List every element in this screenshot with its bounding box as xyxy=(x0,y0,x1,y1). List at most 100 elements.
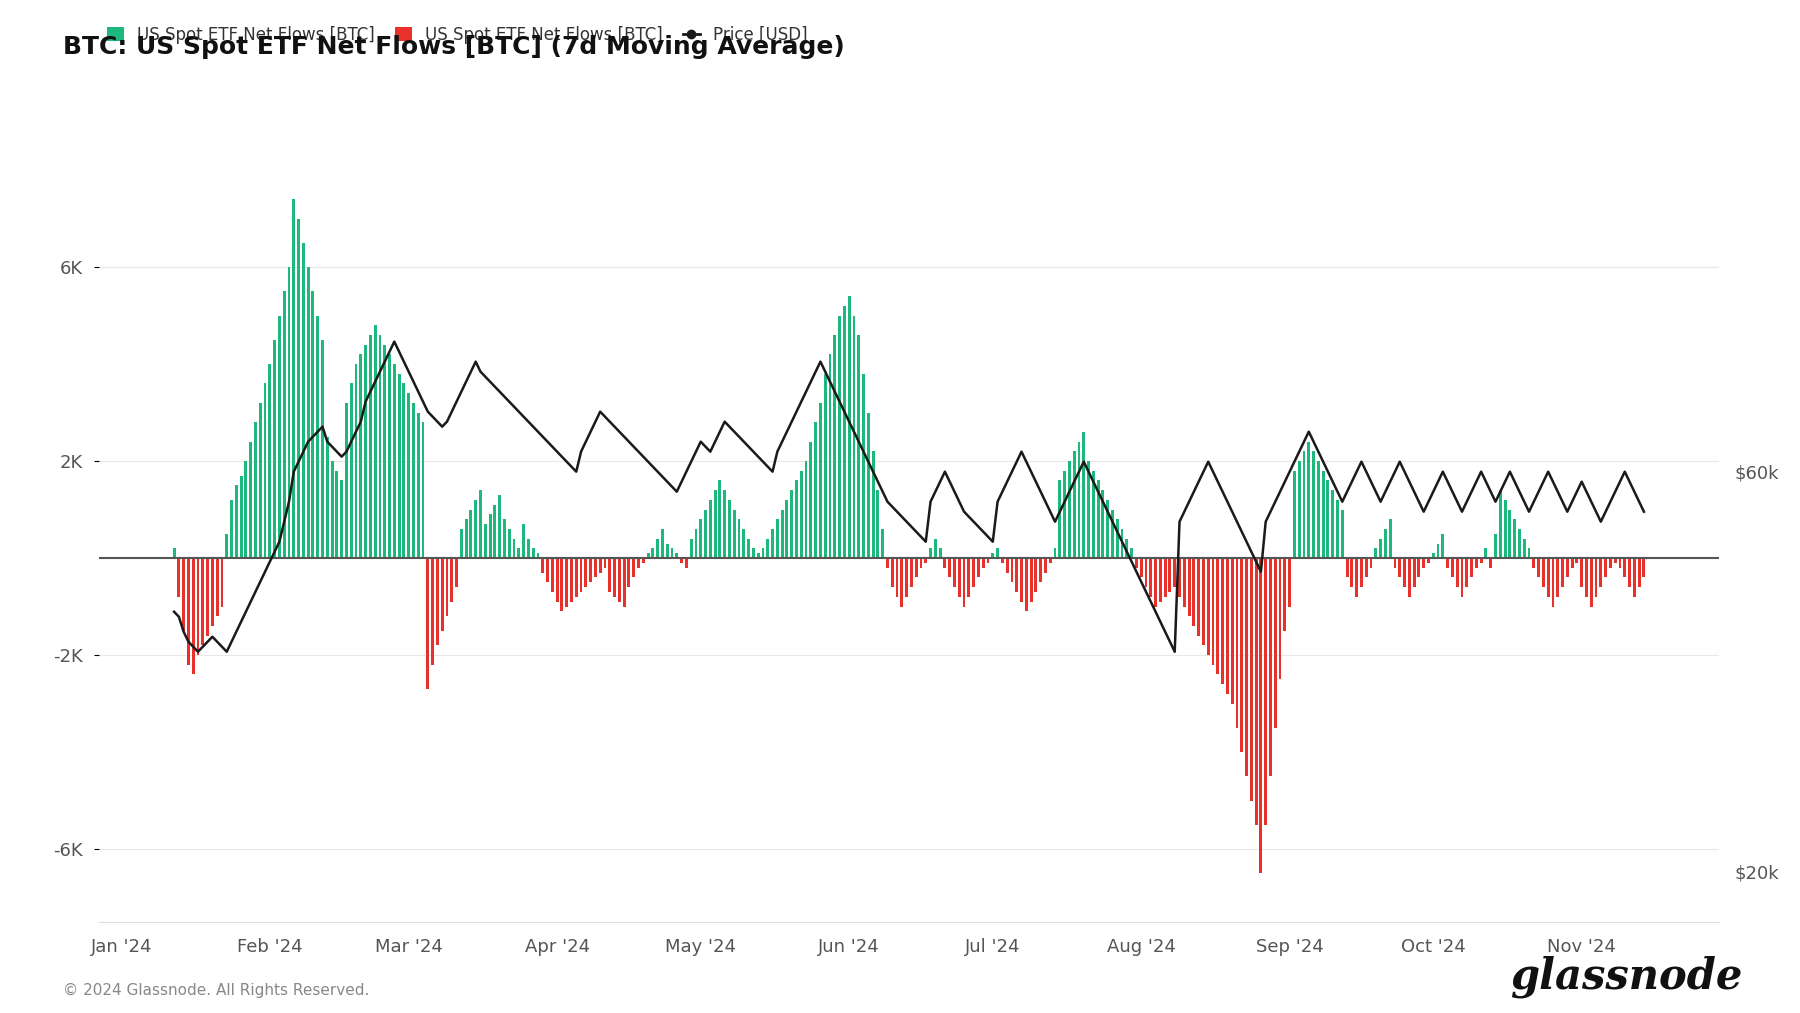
Bar xyxy=(364,344,367,558)
Bar xyxy=(632,558,635,577)
Bar xyxy=(1445,558,1449,567)
Bar xyxy=(1010,558,1013,582)
Bar xyxy=(1283,558,1287,631)
Bar xyxy=(536,553,540,558)
Bar xyxy=(828,355,832,558)
Bar xyxy=(1370,558,1372,567)
Bar xyxy=(853,316,855,558)
Bar xyxy=(1159,558,1161,602)
Bar xyxy=(1557,558,1559,597)
Bar xyxy=(646,553,650,558)
Bar xyxy=(733,510,736,558)
Bar xyxy=(221,558,223,607)
Bar xyxy=(914,558,918,577)
Bar xyxy=(1035,558,1037,592)
Bar xyxy=(920,558,922,567)
Bar xyxy=(709,499,711,558)
Bar xyxy=(1561,558,1564,588)
Bar xyxy=(819,403,823,558)
Bar xyxy=(1192,558,1195,626)
Bar xyxy=(713,490,716,558)
Bar xyxy=(727,499,731,558)
Bar xyxy=(1456,558,1458,588)
Bar xyxy=(346,403,347,558)
Bar xyxy=(1471,558,1472,577)
Bar xyxy=(499,495,500,558)
Bar xyxy=(1355,558,1357,597)
Bar xyxy=(502,520,506,558)
Bar xyxy=(905,558,907,597)
Bar xyxy=(1231,558,1233,704)
Bar xyxy=(1289,558,1291,607)
Bar xyxy=(891,558,893,588)
Bar xyxy=(1235,558,1238,727)
Bar xyxy=(311,292,315,558)
Bar xyxy=(1489,558,1492,567)
Bar xyxy=(326,437,329,558)
Bar xyxy=(882,529,884,558)
Bar xyxy=(1474,558,1478,567)
Bar xyxy=(1064,471,1066,558)
Bar xyxy=(1211,558,1215,665)
Bar xyxy=(574,558,578,597)
Bar xyxy=(542,558,544,572)
Bar xyxy=(1543,558,1544,588)
Bar xyxy=(963,558,965,607)
Bar xyxy=(182,558,185,631)
Bar xyxy=(695,529,697,558)
Bar xyxy=(1523,539,1526,558)
Bar xyxy=(1571,558,1573,567)
Bar xyxy=(623,558,626,607)
Bar xyxy=(704,510,707,558)
Bar xyxy=(493,504,497,558)
Bar xyxy=(1053,548,1057,558)
Bar xyxy=(1537,558,1541,577)
Bar xyxy=(1618,558,1622,567)
Bar xyxy=(1260,558,1262,873)
Bar xyxy=(1629,558,1631,588)
Bar xyxy=(245,461,247,558)
Bar xyxy=(911,558,913,588)
Bar xyxy=(464,520,468,558)
Bar xyxy=(207,558,209,636)
Bar xyxy=(1442,534,1444,558)
Bar xyxy=(900,558,904,607)
Bar xyxy=(637,558,641,567)
Bar xyxy=(1600,558,1602,588)
Bar xyxy=(1102,490,1105,558)
Bar xyxy=(306,267,310,558)
Bar xyxy=(1609,558,1611,567)
Bar xyxy=(925,558,927,563)
Bar xyxy=(689,539,693,558)
Bar xyxy=(886,558,889,567)
Bar xyxy=(378,335,382,558)
Bar xyxy=(1073,452,1076,558)
Bar xyxy=(781,510,783,558)
Bar xyxy=(724,490,725,558)
Bar xyxy=(432,558,434,665)
Bar xyxy=(1552,558,1555,607)
Bar xyxy=(1067,461,1071,558)
Bar xyxy=(1183,558,1186,607)
Bar xyxy=(671,548,673,558)
Bar xyxy=(383,344,387,558)
Bar xyxy=(628,558,630,588)
Bar xyxy=(556,558,558,602)
Bar xyxy=(1044,558,1048,572)
Legend: US Spot ETF Net Flows [BTC], US Spot ETF Net Flows [BTC], Price [USD]: US Spot ETF Net Flows [BTC], US Spot ETF… xyxy=(108,26,808,44)
Bar xyxy=(992,553,994,558)
Bar xyxy=(248,442,252,558)
Bar xyxy=(522,524,526,558)
Bar xyxy=(302,243,304,558)
Bar xyxy=(202,558,203,645)
Bar xyxy=(178,558,180,597)
Bar xyxy=(747,539,751,558)
Bar xyxy=(1451,558,1454,577)
Bar xyxy=(767,539,769,558)
Bar xyxy=(1615,558,1616,563)
Bar xyxy=(441,558,443,631)
Bar xyxy=(288,267,290,558)
Bar xyxy=(1125,539,1129,558)
Bar xyxy=(657,539,659,558)
Bar xyxy=(421,422,425,558)
